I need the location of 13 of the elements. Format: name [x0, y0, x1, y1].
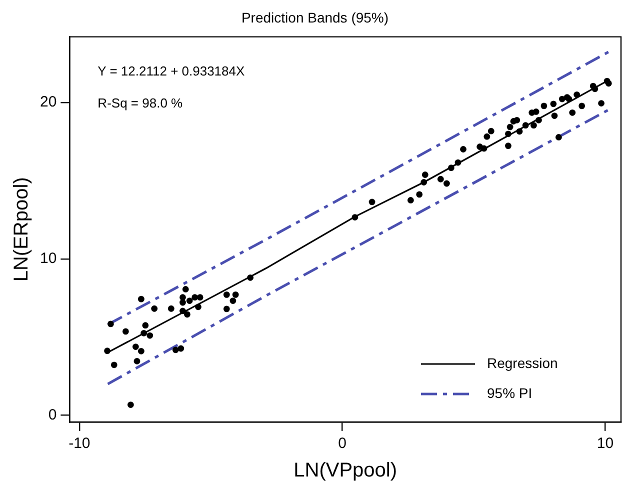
x-axis-title: LN(VPpool): [294, 460, 398, 482]
legend-label: Regression: [487, 354, 558, 371]
y-axis-title: LN(ERpool): [10, 177, 33, 282]
chart-title: Prediction Bands (95%): [241, 9, 389, 26]
x-tick-label: 10: [596, 435, 614, 452]
x-tick-label: -10: [68, 435, 90, 452]
y-tick-label: 0: [48, 406, 57, 424]
y-tick-label: 10: [40, 250, 57, 268]
x-tick-label: 0: [338, 435, 346, 452]
annotation: R-Sq = 98.0 %: [98, 95, 184, 110]
legend-label: 95% PI: [487, 384, 532, 401]
y-tick-label: 20: [40, 94, 57, 111]
annotation: Y = 12.2112 + 0.933184X: [98, 63, 245, 78]
